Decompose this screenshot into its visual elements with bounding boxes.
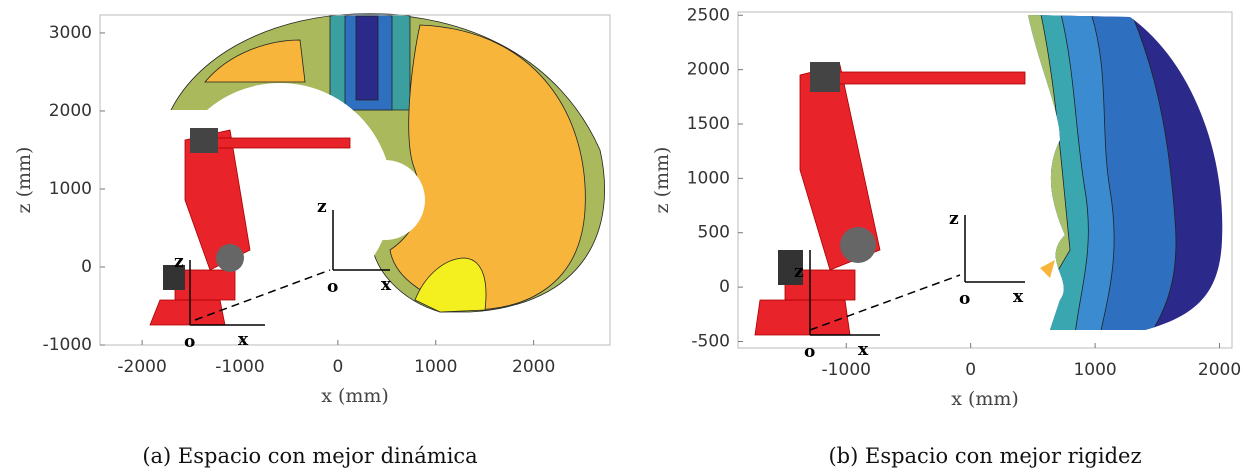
x-tick-label: -2000 bbox=[117, 357, 166, 377]
frame-label: o bbox=[184, 332, 195, 352]
caption: (a) Espacio con mejor dinámica bbox=[142, 444, 477, 468]
y-axis-label: z (mm) bbox=[13, 147, 35, 214]
x-tick-label: 0 bbox=[332, 357, 343, 377]
y-tick-label: 1500 bbox=[687, 114, 730, 134]
y-tick-label: -1000 bbox=[43, 335, 92, 355]
x-axis-label: x (mm) bbox=[951, 388, 1019, 410]
frame-label: o bbox=[804, 342, 815, 362]
y-tick-label: 3000 bbox=[49, 23, 92, 43]
frame-label: z bbox=[949, 209, 959, 229]
x-tick-label: -1000 bbox=[822, 360, 871, 380]
figure: -2000 -1000 0 1000 2000 -1000 0 1000 2000 3000 x (… bbox=[0, 0, 1247, 472]
contour-b bbox=[1020, 10, 1240, 340]
y-tick-label: 0 bbox=[81, 257, 92, 277]
y-tick-label: 1000 bbox=[687, 168, 730, 188]
frame-label: x bbox=[381, 275, 392, 295]
y-tick-label: 1000 bbox=[49, 179, 92, 199]
y-tick-label: 500 bbox=[698, 223, 730, 243]
y-tick-label: 2000 bbox=[49, 101, 92, 121]
x-axis-label: x (mm) bbox=[321, 385, 389, 407]
frame-label: z bbox=[174, 252, 184, 272]
x-tick-label: 0 bbox=[965, 360, 976, 380]
x-tick-label: 1000 bbox=[414, 357, 457, 377]
y-tick-label: 0 bbox=[719, 277, 730, 297]
frame-label: o bbox=[327, 277, 338, 297]
x-tick-label: 2000 bbox=[512, 357, 555, 377]
robot-b bbox=[755, 62, 1025, 335]
x-tick-label: 2000 bbox=[1198, 360, 1241, 380]
x-tick-label: -1000 bbox=[215, 357, 264, 377]
frame-label: o bbox=[959, 289, 970, 309]
frame-label: x bbox=[858, 340, 869, 360]
y-tick-label: 2500 bbox=[687, 5, 730, 25]
frame-label: z bbox=[794, 262, 804, 282]
x-tick-label: 1000 bbox=[1073, 360, 1116, 380]
y-tick-label: 2000 bbox=[687, 60, 730, 80]
caption: (b) Espacio con mejor rigidez bbox=[828, 444, 1141, 468]
y-tick-label: -500 bbox=[691, 331, 730, 351]
frame-label: x bbox=[1013, 287, 1024, 307]
frame-label: z bbox=[317, 197, 327, 217]
frame-label: x bbox=[238, 330, 249, 350]
y-axis-label: z (mm) bbox=[651, 147, 673, 214]
